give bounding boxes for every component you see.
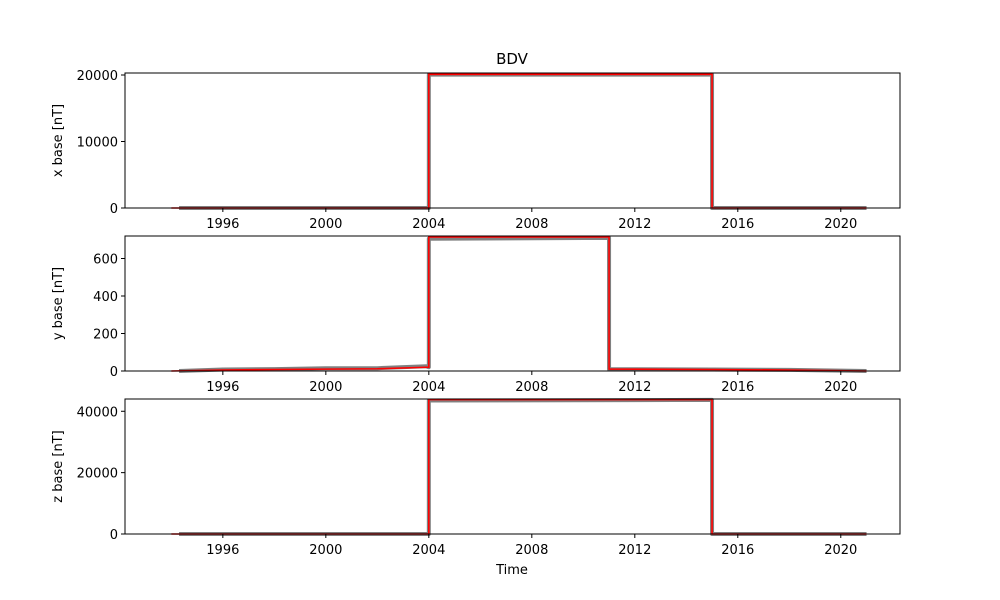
x-tick-label: 2020 [824,380,857,395]
plot-frame-3 [124,398,901,535]
y-tick-label: 10000 [77,135,118,150]
x-tick-label: 2004 [412,380,445,395]
x-tick-label: 2012 [618,543,651,558]
x-tick-label: 1996 [206,543,239,558]
x-tick-label: 2020 [824,543,857,558]
x-tick-label: 2020 [824,217,857,232]
x-tick-label: 2004 [412,217,445,232]
scatter-series-1 [179,72,867,210]
y-axis-label-3: z base [nT] [51,430,66,502]
y-tick-label: 400 [93,290,118,305]
plot-frame-2 [124,235,901,372]
line-series-3 [171,398,867,535]
y-axis-label-1: x base [nT] [51,104,66,177]
y-tick-label: 20000 [77,69,118,84]
line-series-2 [171,236,867,372]
x-tick-label: 2016 [721,217,754,232]
y-tick-label: 40000 [77,405,118,420]
chart-title: BDV [496,50,529,68]
panel-2: 0 200 400 600 1996 2000 2004 2008 2012 2016 2020 y … [51,235,901,395]
x-tick-label: 2008 [515,217,548,232]
x-tick-label: 2008 [515,543,548,558]
x-tick-label: 2012 [618,380,651,395]
y-tick-label: 20000 [77,467,118,482]
plot-frame-1 [124,72,901,209]
y-tick-label: 600 [93,253,118,268]
y-tick-label: 0 [110,528,118,543]
panel-3: 0 20000 40000 1996 2000 2004 2008 2012 2016 2020 z… [51,397,901,558]
scatter-series-3 [179,397,867,536]
x-tick-label: 2012 [618,217,651,232]
y-axis-label-2: y base [nT] [51,267,66,340]
panel-1: 0 10000 20000 1996 2000 2004 2008 2012 2016 2020 x… [51,69,901,232]
x-tick-label: 1996 [206,380,239,395]
line-series-1 [171,73,867,209]
x-tick-label: 2004 [412,543,445,558]
x-tick-label: 2000 [309,543,342,558]
x-axis-label: Time [495,563,528,578]
scatter-series-2 [179,235,867,373]
x-tick-label: 1996 [206,217,239,232]
y-tick-label: 0 [110,365,118,380]
x-tick-label: 2000 [309,380,342,395]
y-tick-label: 200 [93,328,118,343]
y-tick-label: 0 [110,202,118,217]
x-tick-label: 2008 [515,380,548,395]
x-tick-label: 2016 [721,380,754,395]
x-tick-label: 2000 [309,217,342,232]
x-tick-label: 2016 [721,543,754,558]
